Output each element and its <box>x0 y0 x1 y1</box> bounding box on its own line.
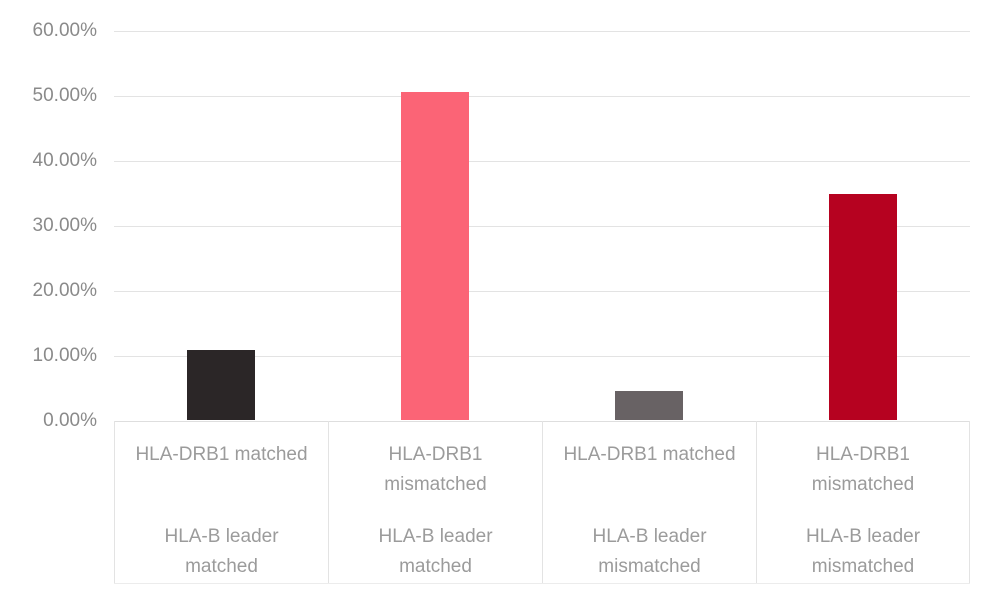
x-axis-label-area: HLA-DRB1 matched HLA-B leader matched HL… <box>114 421 970 584</box>
category-drb1-status: HLA-DRB1 matched <box>135 444 308 465</box>
category-leader-status: HLA-B leader mismatched <box>592 526 707 577</box>
gridline <box>114 356 970 357</box>
y-axis-tick-label: 50.00% <box>32 85 97 106</box>
category-label: HLA-DRB1 mismatched HLA-B leader matched <box>328 421 542 583</box>
category-drb1-status: HLA-DRB1 mismatched <box>384 444 487 495</box>
gridline <box>114 31 970 32</box>
category-drb1-status: HLA-DRB1 matched <box>563 444 736 465</box>
plot-area <box>114 31 970 422</box>
category-leader-status: HLA-B leader matched <box>378 526 493 577</box>
y-axis-tick-label: 60.00% <box>32 20 97 41</box>
category-drb1-status: HLA-DRB1 mismatched <box>811 444 915 495</box>
bar-drb1-matched-leader-mismatched <box>615 390 683 420</box>
category-label: HLA-DRB1 mismatched HLA-B leader mismatc… <box>756 421 970 583</box>
gridline <box>114 291 970 292</box>
y-axis-tick-label: 20.00% <box>32 280 97 301</box>
y-axis-tick-label: 30.00% <box>32 215 97 236</box>
y-axis-tick-label: 0.00% <box>43 410 97 431</box>
category-label: HLA-DRB1 matched HLA-B leader matched <box>114 421 328 583</box>
gridline <box>114 161 970 162</box>
gridline <box>114 226 970 227</box>
category-leader-status: HLA-B leader matched <box>164 526 279 577</box>
category-label: HLA-DRB1 matched HLA-B leader mismatched <box>542 421 756 583</box>
y-axis-tick-label: 40.00% <box>32 150 97 171</box>
category-leader-status: HLA-B leader mismatched <box>805 526 921 577</box>
y-axis-tick-label: 10.00% <box>32 345 97 366</box>
bar-drb1-mismatched-leader-mismatched <box>829 193 897 420</box>
gridline <box>114 96 970 97</box>
bar-drb1-mismatched-leader-matched <box>401 92 469 420</box>
bar-drb1-matched-leader-matched <box>187 349 255 420</box>
